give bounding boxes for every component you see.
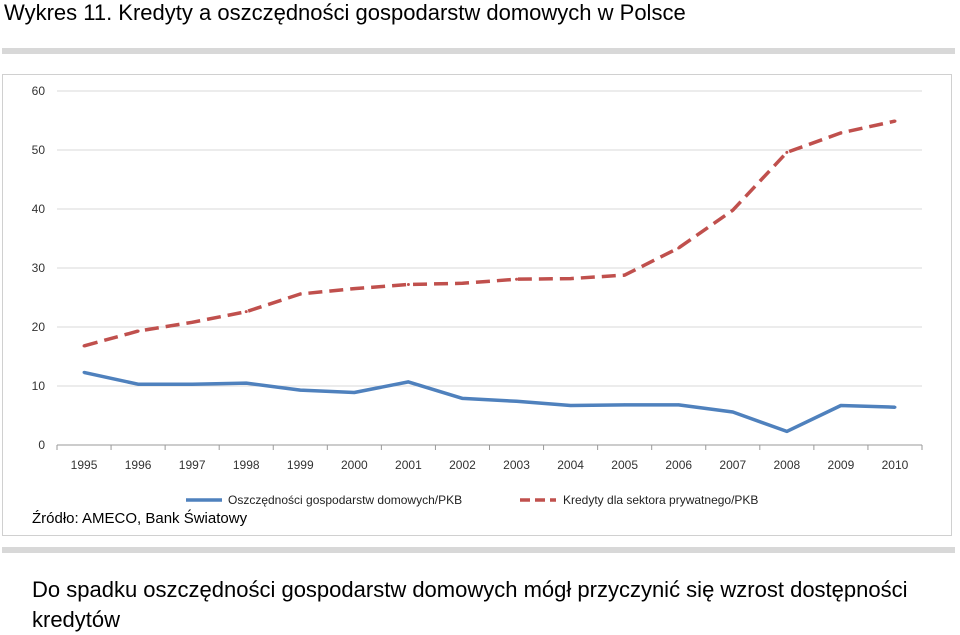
data-point [515,399,519,403]
data-point [352,390,356,394]
data-point [569,403,573,407]
data-point [352,287,356,291]
data-point [677,246,681,250]
y-tick-label: 60 [32,84,46,98]
data-point [136,329,140,333]
data-point [136,382,140,386]
x-tick-label: 2006 [665,458,692,472]
data-point [893,405,897,409]
data-point [839,131,843,135]
series-line-2 [83,119,896,348]
y-axis-ticks: 0 10 20 30 40 50 60 [32,84,46,452]
data-point [460,281,464,285]
data-point [298,292,302,296]
x-tick-label: 2007 [719,458,746,472]
data-point [298,388,302,392]
data-point [190,382,194,386]
top-divider [2,48,955,54]
legend-label: Kredyty dla sektora prywatnego/PKB [563,493,758,507]
y-tick-label: 40 [32,202,46,216]
legend-label: Oszczędności gospodarstw domowych/PKB [228,493,462,507]
data-point [785,150,789,154]
x-tick-label: 2009 [828,458,855,472]
bottom-divider [2,547,955,553]
caption-text: Do spadku oszczędności gospodarstw domow… [32,577,908,632]
chart-title: Wykres 11. Kredyty a oszczędności gospod… [4,0,686,25]
x-tick-label: 2004 [557,458,584,472]
data-point [623,403,627,407]
y-tick-label: 30 [32,261,46,275]
data-point [244,310,248,314]
legend: Oszczędności gospodarstw domowych/PKB Kre… [186,493,758,507]
data-point [406,283,410,287]
data-point [244,381,248,385]
y-tick-label: 50 [32,143,46,157]
y-tick-label: 10 [32,379,46,393]
data-point [515,277,519,281]
x-tick-label: 2001 [395,458,422,472]
x-tick-label: 1999 [287,458,314,472]
x-axis-ticks: 1995 1996 1997 1998 1999 2000 2001 2002 2003 2004… [56,445,923,472]
data-point [839,403,843,407]
data-point [190,320,194,324]
x-tick-label: 2008 [773,458,800,472]
chart-area [2,74,952,536]
data-point [569,277,573,281]
data-point [785,429,789,433]
y-tick-label: 0 [38,438,45,452]
source-note: Źródło: AMECO, Bank Światowy [32,510,248,527]
x-tick-label: 2005 [611,458,638,472]
x-tick-label: 1996 [125,458,152,472]
x-tick-label: 2002 [449,458,476,472]
gridlines [57,90,922,446]
data-point [82,344,86,348]
data-point [731,410,735,414]
x-tick-label: 2003 [503,458,530,472]
x-tick-label: 2010 [882,458,909,472]
x-tick-label: 1998 [233,458,260,472]
x-tick-label: 2000 [341,458,368,472]
data-point [406,380,410,384]
data-point [893,119,897,123]
data-point [677,403,681,407]
data-point [82,370,86,374]
series-line-1 [83,370,896,434]
data-point [460,396,464,400]
x-tick-label: 1995 [71,458,98,472]
data-point [731,208,735,212]
x-tick-label: 1997 [179,458,206,472]
y-tick-label: 20 [32,320,46,334]
series-lines [82,119,897,434]
data-point [623,273,627,277]
